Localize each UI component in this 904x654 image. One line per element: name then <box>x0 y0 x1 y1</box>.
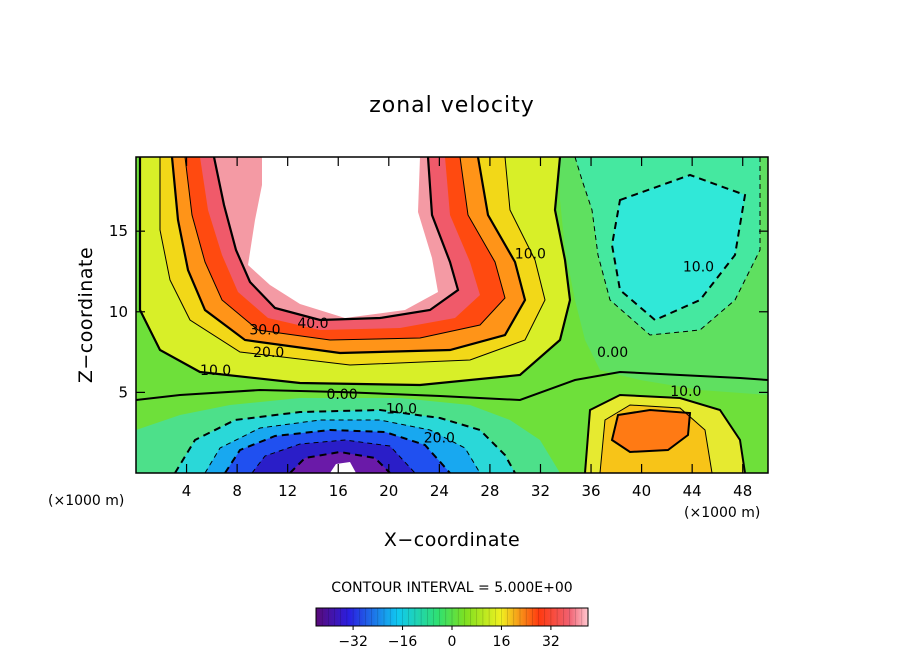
x-tick-label: 40 <box>632 482 651 500</box>
colorbar-tick-label: −16 <box>388 634 418 650</box>
contour-labels: 40.0 30.0 20.0 10.0 0.00 10.0 20.0 10.0 0.00 10.0… <box>200 247 714 447</box>
contour-interval-text: CONTOUR INTERVAL = 5.000E+00 <box>331 580 572 596</box>
contour-label: 40.0 <box>297 316 328 332</box>
x-tick-label: 44 <box>683 482 702 500</box>
x-tick-label: 4 <box>182 482 192 500</box>
x-tick-label: 48 <box>733 482 752 500</box>
plot-frame <box>135 156 769 474</box>
y-axis-label: Z−coordinate <box>75 247 97 383</box>
y-tick-label: 5 <box>118 383 128 401</box>
x-tick-label: 36 <box>581 482 600 500</box>
contour-label: 10.0 <box>515 247 546 263</box>
neg-core-min <box>330 462 356 473</box>
x-tick-label: 24 <box>430 482 449 500</box>
x-unit-right: (×1000 m) <box>684 505 760 521</box>
east-bottom-band-20 <box>612 410 690 452</box>
neg-band-35 <box>290 452 390 473</box>
jet-core-max <box>248 157 438 318</box>
y-tick-label: 15 <box>109 222 128 240</box>
contour-label: 10.0 <box>670 384 701 400</box>
contour-label: 30.0 <box>249 323 280 339</box>
x-tick-label: 12 <box>278 482 297 500</box>
x-axis-ticks: 4 8 12 16 20 24 28 32 36 40 44 48 <box>182 157 752 500</box>
contour-label: 10.0 <box>683 260 714 276</box>
plot-area <box>136 157 768 473</box>
y-axis-ticks: 5 10 15 <box>109 222 768 401</box>
x-tick-label: 16 <box>329 482 348 500</box>
contour-label: 0.00 <box>597 345 628 361</box>
contour-label: 0.00 <box>326 387 357 403</box>
x-axis-label: X−coordinate <box>384 529 520 551</box>
x-tick-label: 8 <box>232 482 242 500</box>
x-tick-label: 32 <box>531 482 550 500</box>
x-unit-left: (×1000 m) <box>48 493 124 509</box>
contour-label: 10.0 <box>200 363 231 379</box>
colorbar-tick-label: 0 <box>448 634 457 650</box>
colorbar-ticks: −32 −16 0 16 32 <box>321 608 583 650</box>
contour-label: 20.0 <box>424 431 455 447</box>
contour-label: 20.0 <box>253 345 284 361</box>
colorbar-tick-label: 16 <box>493 634 511 650</box>
x-tick-label: 20 <box>379 482 398 500</box>
colorbar-tick-label: −32 <box>338 634 368 650</box>
chart-title: zonal velocity <box>369 93 535 118</box>
colorbar-tick-label: 32 <box>542 634 560 650</box>
y-tick-label: 10 <box>109 303 128 321</box>
x-tick-label: 28 <box>480 482 499 500</box>
contour-label: 10.0 <box>386 402 417 418</box>
